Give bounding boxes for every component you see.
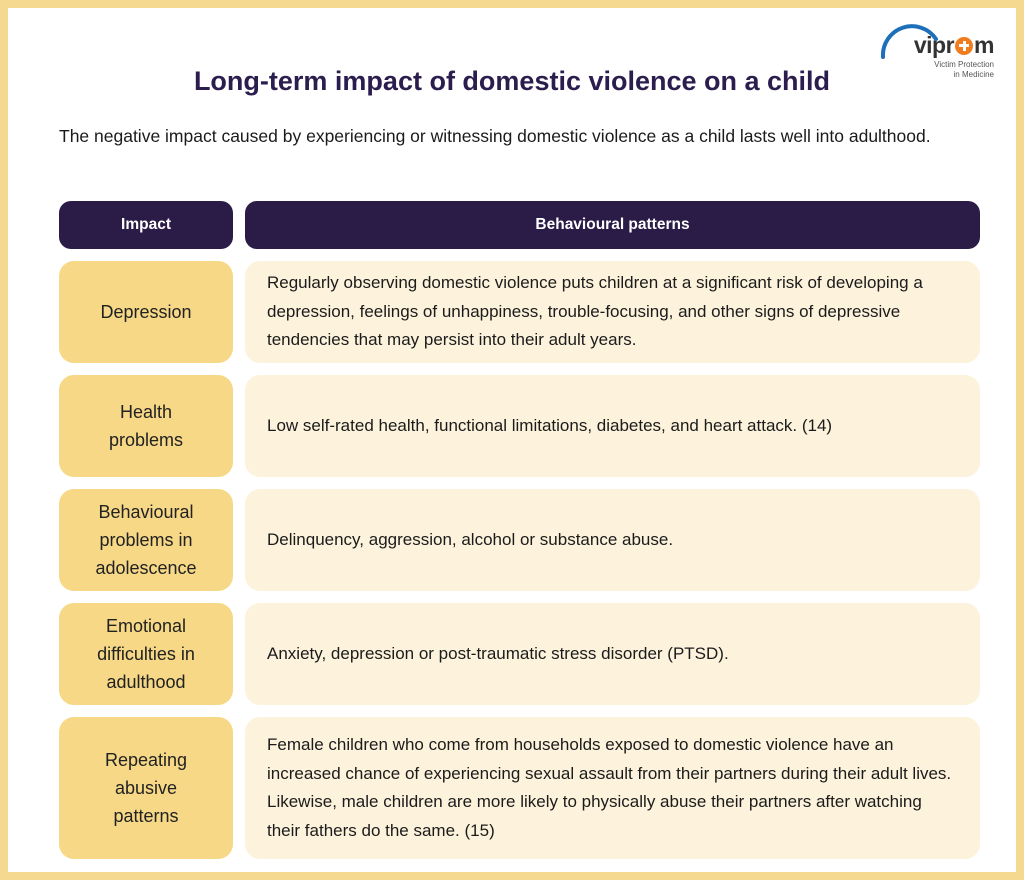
logo-tagline: Victim Protection in Medicine xyxy=(882,60,994,80)
logo-tagline-line2: in Medicine xyxy=(953,70,994,79)
impact-table: Impact Behavioural patterns Depression R… xyxy=(59,201,980,859)
viprom-logo-wordmark: vipr m xyxy=(880,22,994,59)
logo-plus-icon xyxy=(955,36,974,55)
impact-cell-depression: Depression xyxy=(59,261,233,363)
intro-paragraph: The negative impact caused by experienci… xyxy=(59,126,931,146)
impact-cell-repeating-abusive-patterns: Repeating abusive patterns xyxy=(59,717,233,859)
impact-cell-behavioural-problems: Behavioural problems in adolescence xyxy=(59,489,233,591)
header-behavioural-patterns: Behavioural patterns xyxy=(245,201,980,249)
pattern-cell-behavioural-problems: Delinquency, aggression, alcohol or subs… xyxy=(245,489,980,591)
page-title: Long-term impact of domestic violence on… xyxy=(193,66,831,96)
pattern-cell-repeating-abusive-patterns: Female children who come from households… xyxy=(245,717,980,859)
pattern-cell-emotional-difficulties: Anxiety, depression or post-traumatic st… xyxy=(245,603,980,705)
impact-cell-health-problems: Health problems xyxy=(59,375,233,477)
logo-text-post: m xyxy=(974,32,994,58)
pattern-cell-depression: Regularly observing domestic violence pu… xyxy=(245,261,980,363)
logo-tagline-line1: Victim Protection xyxy=(934,60,994,69)
logo-text-pre: vipr xyxy=(913,32,955,58)
impact-cell-emotional-difficulties: Emotional difficulties in adulthood xyxy=(59,603,233,705)
pattern-cell-health-problems: Low self-rated health, functional limita… xyxy=(245,375,980,477)
header-impact: Impact xyxy=(59,201,233,249)
content-panel: vipr m Victim Protection in Medicine Long… xyxy=(8,8,1016,872)
viprom-logo: vipr m Victim Protection in Medicine xyxy=(880,22,994,80)
